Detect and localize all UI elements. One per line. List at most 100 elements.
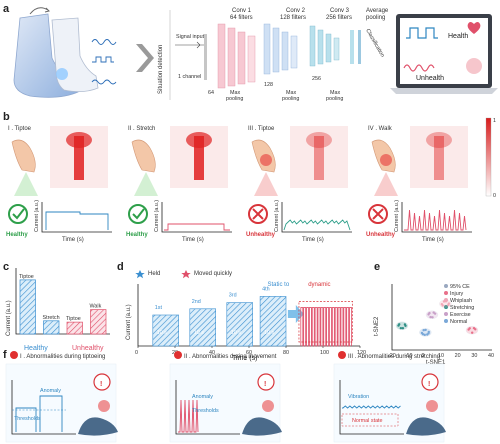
scatter-point: [401, 327, 405, 330]
step-label: 3rd: [229, 293, 237, 299]
case-title: I . Tiptoe: [8, 126, 32, 132]
abnormality-title: III . Abnormalities during stretching: [348, 354, 440, 360]
unhealthy-group-label: Unhealthy: [72, 345, 104, 352]
scatter-point: [431, 316, 434, 319]
unhealth-label: Unhealth: [416, 75, 444, 82]
shoe-icon: [406, 417, 446, 436]
heatmap-column: [314, 136, 324, 180]
classification-label: Classification: [364, 28, 385, 59]
step-label: 1st: [155, 305, 163, 311]
scatter-point: [423, 333, 426, 337]
pain-spot-icon: [262, 400, 274, 412]
bar: [90, 309, 107, 335]
rotate-arrow-icon: [29, 7, 49, 15]
anomaly-label: Anomaly: [192, 394, 213, 400]
scatter-point: [427, 313, 430, 316]
abnormality-title: II . Abnormalities during movement: [184, 354, 277, 360]
thresholds-label: Thresholds: [192, 408, 219, 414]
foot-icon: [131, 139, 156, 173]
x-tick-label: 0: [421, 353, 424, 359]
ylabel: Current (a.u.): [274, 200, 280, 232]
pain-spot-icon: [98, 400, 110, 412]
channel-label: 1 channel: [178, 74, 201, 80]
conv1-label: Conv 1: [232, 8, 252, 14]
anomaly-label: Anomaly: [40, 388, 61, 394]
pain-spot-icon: [380, 154, 392, 166]
status-label: Unhealthy: [366, 232, 396, 238]
axes: [339, 380, 404, 435]
shoe-icon: [242, 417, 282, 436]
signal-input-label: Signal input: [176, 34, 205, 40]
x-tick-label: 20: [455, 353, 461, 359]
transition-arrow-icon: [287, 305, 304, 323]
x-tick-label: 0: [135, 350, 138, 356]
warning-icon: [93, 373, 111, 391]
current-trace: [15, 395, 63, 432]
step-label: 4th: [262, 286, 270, 292]
x-tick-label: 10: [438, 353, 444, 359]
x-tick-label: -10: [405, 353, 413, 359]
check-circle-icon: [8, 204, 28, 224]
cross-circle-icon: [368, 204, 388, 224]
scatter-point: [403, 323, 407, 326]
panel-d-label: d: [117, 261, 124, 273]
shoe-icon: [78, 417, 118, 436]
panel-f: f I . Abnormalities during tiptoeing! Thr…: [3, 349, 446, 443]
x-tick-label: 80: [283, 350, 289, 356]
x-tick-label: 120: [357, 350, 366, 356]
scatter-point: [470, 331, 474, 334]
laptop-illustration: Health Unhealth: [390, 14, 498, 94]
xlabel: Time (s): [302, 237, 324, 243]
step-label: 2nd: [192, 299, 201, 305]
legend-moved: Moved quickly: [194, 271, 232, 277]
conv1-size: 64: [208, 90, 214, 96]
colorbar-max: 1: [493, 118, 496, 124]
panel-b: b I . Tiptoe Healthy Current (a.u.) Time (s…: [3, 111, 496, 243]
bar-label: Tiptoe: [66, 316, 81, 322]
scatter-point: [444, 300, 448, 303]
heatmap-column: [74, 136, 84, 180]
chevron-right-icon: [136, 44, 154, 72]
case-title: III . Tiptoe: [248, 126, 275, 132]
d-ylabel: Current (a.u.): [126, 304, 132, 340]
x-tick-label: 60: [246, 350, 252, 356]
conv1-block: [217, 23, 256, 89]
scatter-point: [442, 300, 446, 303]
case-title: IV . Walk: [368, 126, 393, 132]
cross-mark: [372, 208, 384, 220]
colorbar: [485, 117, 492, 197]
conv1-filters: 64 filters: [230, 15, 253, 21]
moved-star-icon: [181, 270, 191, 279]
panel-e: e t-SNE2 -20 -10 0 10 20 30 40 95% CEInjuryWhip…: [374, 261, 494, 366]
bar: [43, 320, 60, 335]
held-segment: [226, 302, 254, 347]
held-star-icon: [135, 270, 145, 279]
ylabel: Current (a.u.): [154, 200, 160, 232]
avg-pooling-label-1: Average: [366, 8, 389, 14]
abnormality-tiptoe: I . Abnormalities during tiptoeing! Thres…: [5, 351, 118, 443]
legend-marker: [444, 305, 448, 309]
heatmap-head: [186, 132, 212, 148]
axes: [41, 202, 112, 233]
xlabel: Time (s): [422, 237, 444, 243]
max-pooling-3b: pooling: [326, 96, 343, 102]
conv3-size: 256: [312, 76, 321, 82]
cross-mark: [252, 208, 264, 220]
e-axes: [391, 284, 492, 351]
scatter-point: [447, 302, 451, 305]
scatter-point: [399, 326, 403, 330]
current-trace: [164, 223, 230, 231]
heatmap-bg: [410, 126, 468, 188]
axes: [281, 202, 352, 233]
status-label: Healthy: [6, 232, 28, 238]
arrow-icon: [175, 41, 205, 49]
legend-held: Held: [148, 271, 160, 277]
held-segment: [189, 308, 217, 347]
conv3-block: [309, 25, 340, 67]
case-stretch-healthy: II . Stretch Healthy Current (a.u.) Time (s…: [126, 126, 232, 243]
x-tick-label: 40: [209, 350, 215, 356]
bar: [66, 321, 83, 335]
